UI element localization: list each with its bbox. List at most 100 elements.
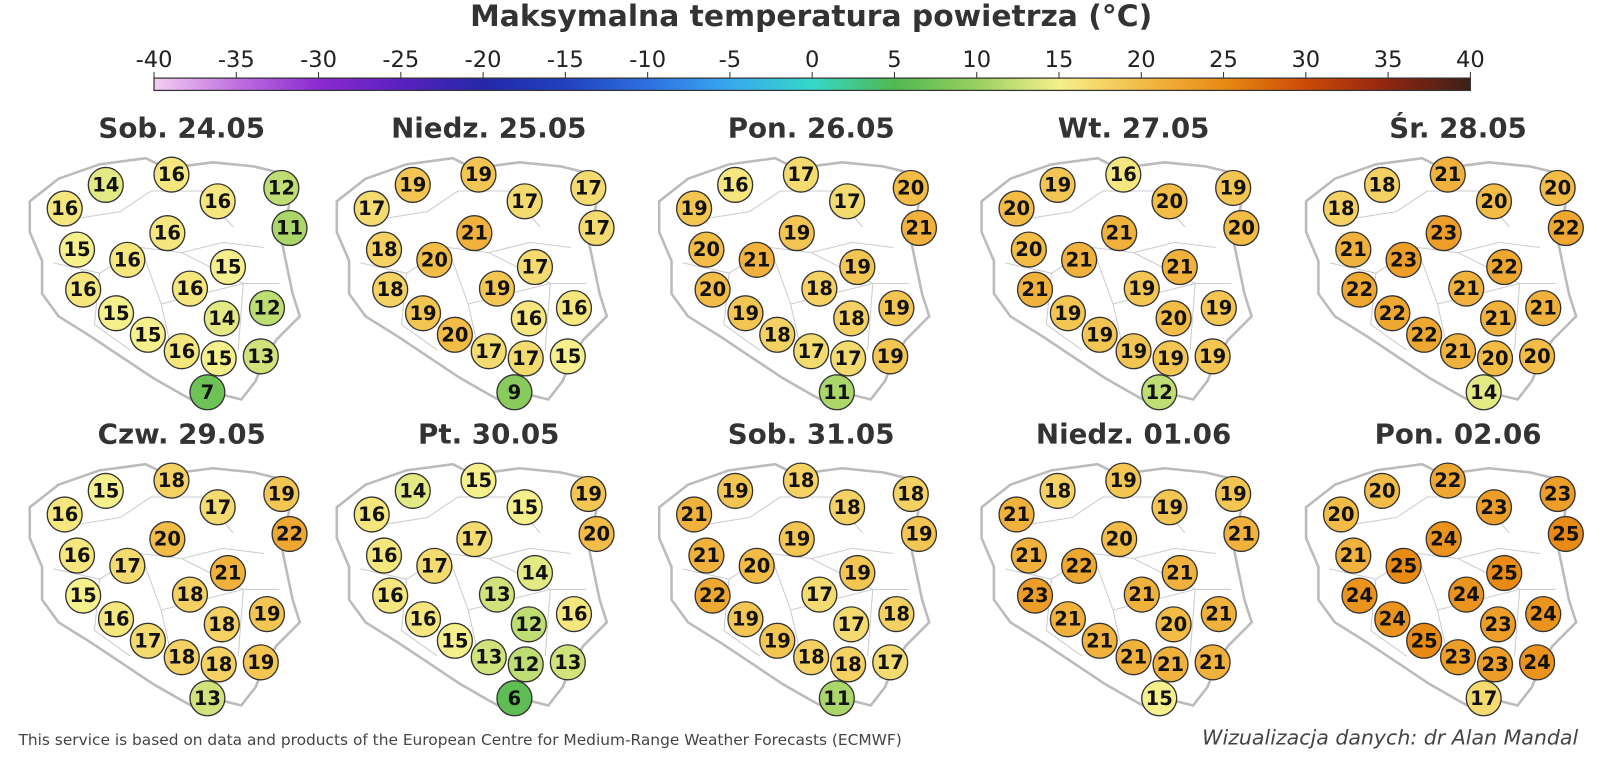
temperature-value: 15 xyxy=(511,496,538,519)
temperature-value: 19 xyxy=(1220,482,1247,505)
temperature-value: 18 xyxy=(798,646,825,669)
colorbar-tick-label: -30 xyxy=(300,47,337,73)
temperature-marker xyxy=(171,576,209,613)
temperature-value: 19 xyxy=(1054,302,1081,325)
temperature-value: 14 xyxy=(208,307,235,330)
temperature-value: 21 xyxy=(743,248,770,271)
temperature-marker xyxy=(675,496,713,533)
temperature-value: 22 xyxy=(1552,217,1579,240)
temperature-value: 18 xyxy=(168,646,195,669)
temperature-value: 20 xyxy=(1160,307,1187,330)
colorbar-tick-label: 30 xyxy=(1291,47,1320,73)
temperature-marker xyxy=(478,576,516,613)
temperature-marker xyxy=(242,338,279,375)
temperature-value: 17 xyxy=(583,217,610,240)
temperature-value: 20 xyxy=(1015,238,1042,261)
temperature-marker xyxy=(1010,537,1047,574)
temperature-value: 20 xyxy=(1480,190,1507,213)
temperature-value: 17 xyxy=(421,554,448,577)
temperature-value: 18 xyxy=(764,323,791,346)
temperature-marker xyxy=(163,639,200,676)
colorbar-tick-label: -10 xyxy=(629,47,666,73)
temperature-marker xyxy=(1200,595,1237,633)
temperature-marker xyxy=(759,316,796,353)
temperature-marker xyxy=(675,190,713,227)
temperature-marker xyxy=(1476,340,1514,377)
temperature-marker xyxy=(1123,576,1160,613)
temperature-value: 17 xyxy=(475,340,502,363)
temperature-value: 14 xyxy=(399,479,426,502)
temperature-marker xyxy=(46,496,83,533)
colorbar-tick-label: -35 xyxy=(218,47,255,73)
temperature-value: 15 xyxy=(441,629,468,652)
temperature-value: 21 xyxy=(1086,629,1113,652)
temperature-value: 12 xyxy=(512,653,539,676)
temperature-value: 21 xyxy=(1434,163,1461,186)
temperature-marker xyxy=(163,333,200,370)
temperature-value: 18 xyxy=(1368,173,1395,196)
temperature-value: 17 xyxy=(134,629,161,652)
temperature-marker xyxy=(1155,606,1192,643)
day-label: Wt. 27.05 xyxy=(1058,111,1210,144)
temperature-marker xyxy=(782,156,820,193)
temperature-marker xyxy=(171,270,209,307)
temperature-value: 13 xyxy=(554,651,581,674)
day-label: Pon. 26.05 xyxy=(728,111,895,144)
temperature-marker xyxy=(87,472,124,509)
temperature-marker xyxy=(1010,231,1047,268)
temperature-value: 19 xyxy=(483,277,510,300)
temperature-marker xyxy=(793,333,830,370)
temperature-value: 19 xyxy=(1199,345,1226,368)
temperature-marker xyxy=(830,646,867,683)
temperature-value: 17 xyxy=(512,347,539,370)
temperature-value: 20 xyxy=(1327,503,1354,526)
temperature-marker xyxy=(570,169,607,207)
temperature-value: 15 xyxy=(92,479,119,502)
temperature-value: 20 xyxy=(1003,197,1030,220)
temperature-value: 17 xyxy=(834,190,861,213)
temperature-value: 25 xyxy=(1552,523,1579,546)
temperature-marker xyxy=(109,241,146,278)
temperature-marker xyxy=(1081,316,1118,353)
temperature-marker xyxy=(1335,231,1372,268)
temperature-marker xyxy=(436,316,473,353)
temperature-marker xyxy=(65,577,102,614)
temperature-value: 21 xyxy=(1530,297,1557,320)
temperature-marker xyxy=(372,271,409,308)
temperature-marker xyxy=(365,231,403,268)
colorbar-tick-label: 10 xyxy=(962,47,991,73)
temperature-marker xyxy=(555,595,593,633)
temperature-value: 17 xyxy=(1470,687,1497,710)
temperature-marker xyxy=(1161,248,1198,286)
temperature-value: 18 xyxy=(838,307,865,330)
temperature-marker xyxy=(738,547,775,584)
temperature-marker xyxy=(109,547,146,584)
temperature-marker xyxy=(998,496,1035,533)
temperature-value: 19 xyxy=(1120,340,1147,363)
temperature-marker xyxy=(1016,271,1054,308)
temperature-value: 21 xyxy=(693,544,720,567)
temperature-value: 16 xyxy=(515,307,542,330)
temperature-value: 17 xyxy=(838,613,865,636)
temperature-value: 17 xyxy=(521,256,548,279)
temperature-value: 16 xyxy=(370,544,397,567)
day-label: Śr. 28.05 xyxy=(1389,110,1527,144)
temperature-marker xyxy=(1105,156,1142,193)
temperature-value: 12 xyxy=(268,176,295,199)
temperature-value: 19 xyxy=(681,197,708,220)
temperature-value: 16 xyxy=(377,584,404,607)
temperature-marker xyxy=(782,462,820,499)
temperature-value: 21 xyxy=(1485,307,1512,330)
temperature-value: 21 xyxy=(1015,544,1042,567)
temperature-marker xyxy=(555,289,593,327)
temperature-value: 20 xyxy=(154,528,181,551)
temperature-marker xyxy=(129,622,166,659)
temperature-value: 17 xyxy=(835,347,862,370)
credit: Wizualizacja danych: dr Alan Mandal xyxy=(1202,725,1578,749)
temperature-marker xyxy=(1081,622,1118,659)
temperature-value: 17 xyxy=(461,528,488,551)
temperature-marker xyxy=(460,462,497,499)
